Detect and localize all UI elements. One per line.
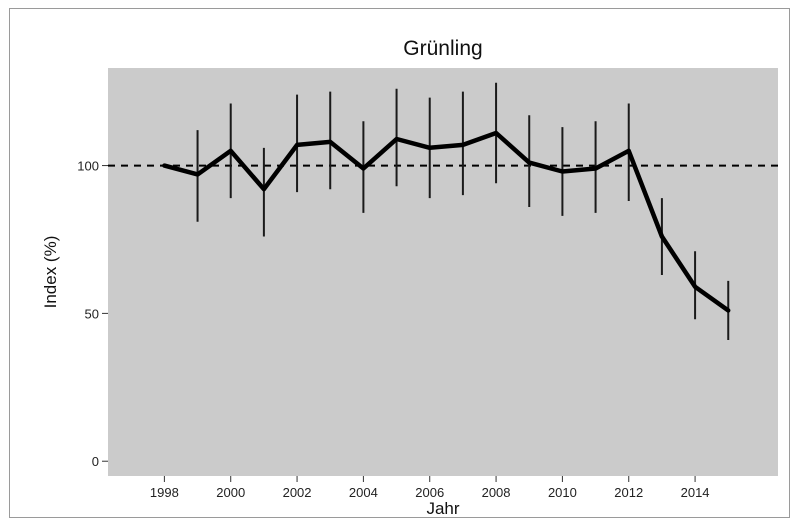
x-tick-label: 2008 [482,485,511,500]
x-axis-label: Jahr [426,499,459,518]
y-tick-label: 100 [77,159,99,174]
y-tick-label: 0 [92,454,99,469]
x-tick-label: 2004 [349,485,378,500]
y-tick-label: 50 [85,306,99,321]
x-tick-label: 2014 [681,485,710,500]
y-axis: 0 50 100 [77,159,108,469]
x-tick-label: 2012 [614,485,643,500]
series-line [162,130,731,313]
x-tick-label: 1998 [150,485,179,500]
x-tick-label: 2010 [548,485,577,500]
x-tick-label: 2000 [216,485,245,500]
y-axis-label: Index (%) [41,236,60,309]
x-axis: 1998 2000 2002 2004 2006 2008 2010 2012 2014 [150,476,710,500]
x-tick-label: 2006 [415,485,444,500]
plot-panel [108,68,778,476]
x-tick-label: 2002 [283,485,312,500]
chart-figure: 0 50 100 1998 2000 2002 2004 2006 2008 2010 2012 2… [9,8,790,518]
chart-svg: 0 50 100 1998 2000 2002 2004 2006 2008 2010 2012 2… [41,37,778,518]
chart-title: Grünling [403,37,482,60]
